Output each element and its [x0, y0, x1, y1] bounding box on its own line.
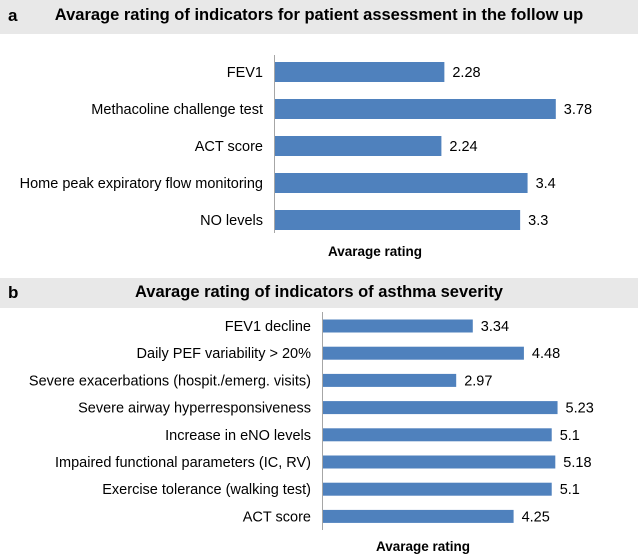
a-bar-3: [275, 173, 528, 193]
b-category-label-5: Impaired functional parameters (IC, RV): [55, 455, 311, 471]
b-value-label-0: 3.34: [481, 319, 509, 335]
b-category-label-3: Severe airway hyperresponsiveness: [78, 401, 311, 417]
b-value-label-1: 4.48: [532, 346, 560, 362]
b-value-label-5: 5.18: [563, 455, 591, 471]
a-value-label-0: 2.28: [452, 65, 480, 81]
b-bar-6: [323, 482, 552, 496]
panel-b-header: b Avarage rating of indicators of asthma…: [0, 278, 638, 308]
a-value-label-2: 2.24: [449, 139, 477, 155]
b-value-label-4: 5.1: [560, 428, 580, 444]
b-category-label-7: ACT score: [243, 509, 311, 525]
a-value-label-4: 3.3: [528, 213, 548, 229]
panel-b-letter: b: [8, 283, 19, 302]
a-bar-4: [275, 210, 521, 230]
b-category-label-6: Exercise tolerance (walking test): [102, 482, 311, 498]
chart-a: FEV1 2.28 Methacoline challenge test 3.78 AC…: [20, 55, 592, 259]
a-bar-2: [275, 136, 442, 156]
panel-a-header: a Avarage rating of indicators for patie…: [0, 0, 638, 34]
b-value-label-6: 5.1: [560, 482, 580, 498]
b-x-axis-title: Avarage rating: [376, 539, 470, 554]
a-bar-0: [275, 62, 445, 82]
b-category-label-2: Severe exacerbations (hospit./emerg. vis…: [29, 373, 311, 389]
a-value-label-3: 3.4: [536, 176, 556, 192]
b-category-label-4: Increase in eNO levels: [165, 428, 311, 444]
panel-b: b Avarage rating of indicators of asthma…: [0, 278, 638, 555]
b-value-label-3: 5.23: [566, 401, 594, 417]
b-bar-3: [323, 401, 558, 415]
panel-a: a Avarage rating of indicators for patie…: [0, 0, 638, 274]
b-bar-1: [323, 346, 524, 360]
a-category-label-3: Home peak expiratory flow monitoring: [20, 176, 263, 192]
a-value-label-1: 3.78: [564, 102, 592, 118]
b-value-label-7: 4.25: [522, 509, 550, 525]
panel-a-title: Avarage rating of indicators for patient…: [54, 6, 584, 24]
b-bar-2: [323, 373, 457, 387]
b-bar-4: [323, 428, 552, 442]
panel-a-letter: a: [8, 6, 18, 25]
chart-b: FEV1 decline 3.34 Daily PEF variability > …: [29, 312, 594, 554]
b-bar-7: [323, 509, 514, 523]
b-value-label-2: 2.97: [464, 373, 492, 389]
b-category-label-0: FEV1 decline: [225, 319, 311, 335]
b-bar-5: [323, 455, 556, 469]
a-x-axis-title: Avarage rating: [328, 244, 422, 259]
a-category-label-2: ACT score: [195, 139, 263, 155]
b-bar-0: [323, 319, 473, 333]
a-category-label-4: NO levels: [200, 213, 263, 229]
panel-b-title: Avarage rating of indicators of asthma s…: [134, 283, 503, 301]
a-bar-1: [275, 99, 556, 119]
b-category-label-1: Daily PEF variability > 20%: [137, 346, 312, 362]
a-category-label-0: FEV1: [227, 65, 263, 81]
a-category-label-1: Methacoline challenge test: [91, 102, 263, 118]
